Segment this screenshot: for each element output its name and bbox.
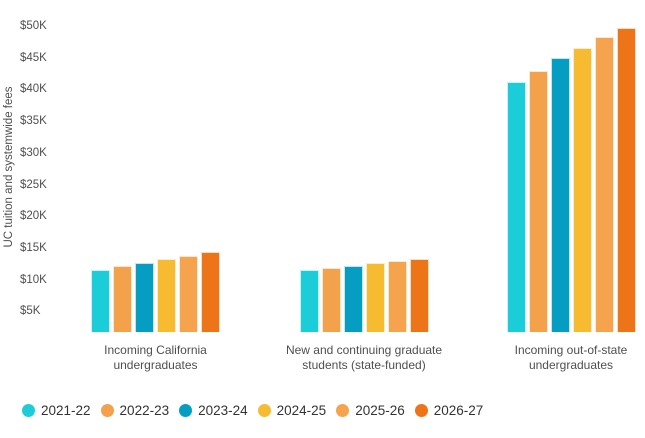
- legend-item-2025-26[interactable]: 2025-26: [336, 403, 405, 418]
- bar-2025-26[interactable]: [388, 260, 407, 332]
- legend-item-2026-27[interactable]: 2026-27: [414, 403, 484, 418]
- bar-2022-23[interactable]: [529, 71, 548, 332]
- legend-swatch-icon: [100, 404, 114, 417]
- y-tick-label: $25K: [20, 178, 47, 191]
- legend-swatch-icon: [414, 404, 428, 417]
- bar-2025-26[interactable]: [595, 36, 614, 332]
- bar-2026-27[interactable]: [410, 258, 429, 332]
- legend-label: 2022-23: [119, 403, 170, 418]
- legend-item-2021-22[interactable]: 2021-22: [22, 403, 91, 418]
- bar-2021-22[interactable]: [507, 81, 526, 332]
- legend-label: 2026-27: [433, 403, 484, 418]
- y-tick-label: $20K: [20, 210, 47, 223]
- plot-area: [91, 0, 636, 332]
- bar-2026-27[interactable]: [201, 252, 220, 332]
- category-label: New and continuing graduate students (st…: [285, 343, 443, 372]
- y-tick-label: $30K: [20, 146, 47, 159]
- bar-2025-26[interactable]: [179, 256, 198, 332]
- bar-2026-27[interactable]: [617, 27, 636, 332]
- bar-2021-22[interactable]: [300, 270, 319, 332]
- legend-swatch-icon: [22, 404, 35, 417]
- bar-group: [91, 0, 220, 332]
- legend: 2021-22 2022-23 2023-24 2024-25 2025-26 2026-…: [22, 403, 483, 418]
- legend-label: 2025-26: [355, 403, 405, 418]
- legend-label: 2021-22: [41, 403, 91, 418]
- y-tick-label: $10K: [20, 273, 47, 286]
- bar-2024-25[interactable]: [366, 263, 385, 332]
- y-tick-label: $5K: [20, 305, 41, 318]
- category-label: Incoming California undergraduates: [104, 343, 207, 372]
- legend-label: 2023-24: [198, 403, 248, 418]
- category-label: Incoming out-of-state undergraduates: [514, 343, 628, 372]
- legend-label: 2024-25: [276, 403, 327, 418]
- y-tick-label: $15K: [20, 241, 47, 254]
- y-tick-label: $50K: [20, 20, 47, 32]
- legend-item-2022-23[interactable]: 2022-23: [100, 403, 170, 418]
- legend-item-2023-24[interactable]: 2023-24: [179, 403, 248, 418]
- y-tick-label: $40K: [20, 83, 47, 96]
- bar-2023-24[interactable]: [551, 58, 570, 332]
- y-tick-label: $35K: [20, 115, 47, 128]
- bar-2022-23[interactable]: [113, 266, 132, 332]
- bar-2022-23[interactable]: [322, 267, 341, 332]
- bar-2021-22[interactable]: [91, 270, 110, 332]
- legend-item-2024-25[interactable]: 2024-25: [257, 403, 327, 418]
- y-tick-label: $45K: [20, 51, 47, 64]
- bar-2024-25[interactable]: [573, 47, 592, 332]
- bar-2023-24[interactable]: [344, 265, 363, 332]
- bar-2023-24[interactable]: [135, 263, 154, 332]
- legend-swatch-icon: [179, 404, 193, 417]
- bar-group: [300, 0, 429, 332]
- legend-swatch-icon: [336, 404, 350, 417]
- bar-2024-25[interactable]: [157, 259, 176, 332]
- legend-swatch-icon: [257, 404, 271, 417]
- bar-group: [507, 0, 636, 332]
